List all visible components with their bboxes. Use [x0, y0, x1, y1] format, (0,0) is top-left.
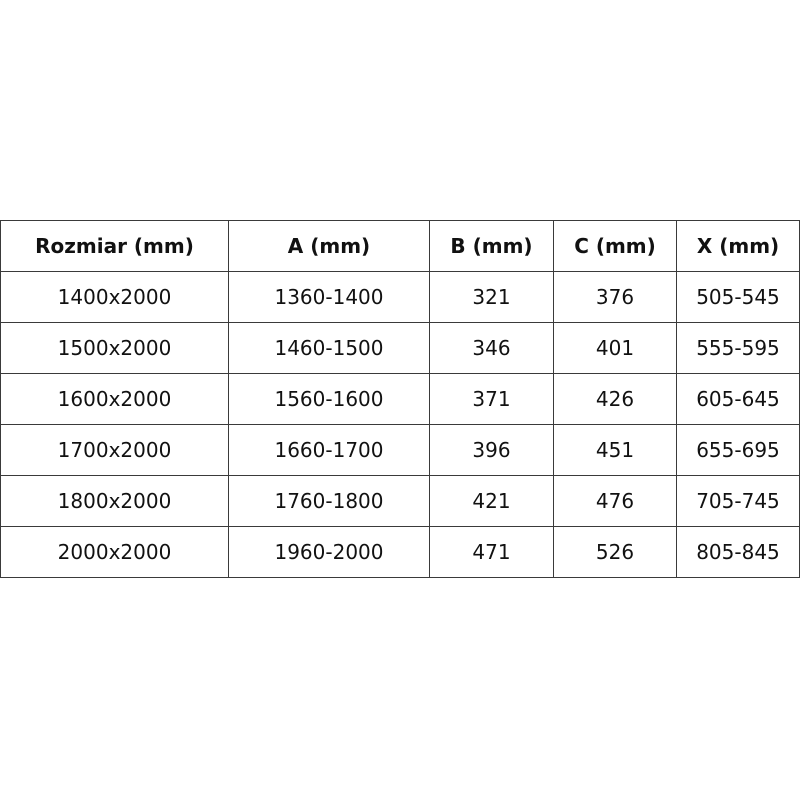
- header-b: B (mm): [429, 220, 554, 272]
- cell-c: 401: [553, 322, 677, 374]
- cell-size: 1400x2000: [0, 271, 229, 323]
- cell-c: 476: [553, 475, 677, 527]
- cell-a: 1760-1800: [228, 475, 430, 527]
- cell-a: 1560-1600: [228, 373, 430, 425]
- table-row: 1500x2000 1460-1500 346 401 555-595: [0, 322, 800, 374]
- cell-size: 2000x2000: [0, 526, 229, 578]
- cell-size: 1500x2000: [0, 322, 229, 374]
- cell-b: 321: [429, 271, 554, 323]
- cell-c: 451: [553, 424, 677, 476]
- table-row: 1800x2000 1760-1800 421 476 705-745: [0, 475, 800, 527]
- cell-c: 376: [553, 271, 677, 323]
- cell-x: 505-545: [676, 271, 800, 323]
- cell-b: 346: [429, 322, 554, 374]
- cell-x: 655-695: [676, 424, 800, 476]
- table-row: 1700x2000 1660-1700 396 451 655-695: [0, 424, 800, 476]
- cell-b: 471: [429, 526, 554, 578]
- cell-b: 396: [429, 424, 554, 476]
- cell-a: 1960-2000: [228, 526, 430, 578]
- header-a: A (mm): [228, 220, 430, 272]
- cell-a: 1360-1400: [228, 271, 430, 323]
- cell-size: 1700x2000: [0, 424, 229, 476]
- cell-a: 1460-1500: [228, 322, 430, 374]
- header-c: C (mm): [553, 220, 677, 272]
- cell-x: 705-745: [676, 475, 800, 527]
- dimensions-table: Rozmiar (mm) A (mm) B (mm) C (mm) X (mm)…: [0, 220, 800, 578]
- cell-a: 1660-1700: [228, 424, 430, 476]
- table-header-row: Rozmiar (mm) A (mm) B (mm) C (mm) X (mm): [0, 220, 800, 272]
- cell-c: 526: [553, 526, 677, 578]
- cell-b: 421: [429, 475, 554, 527]
- cell-x: 555-595: [676, 322, 800, 374]
- cell-c: 426: [553, 373, 677, 425]
- table-row: 1400x2000 1360-1400 321 376 505-545: [0, 271, 800, 323]
- cell-size: 1600x2000: [0, 373, 229, 425]
- header-size: Rozmiar (mm): [0, 220, 229, 272]
- cell-x: 605-645: [676, 373, 800, 425]
- header-x: X (mm): [676, 220, 800, 272]
- table-row: 1600x2000 1560-1600 371 426 605-645: [0, 373, 800, 425]
- cell-b: 371: [429, 373, 554, 425]
- cell-size: 1800x2000: [0, 475, 229, 527]
- table-row: 2000x2000 1960-2000 471 526 805-845: [0, 526, 800, 578]
- cell-x: 805-845: [676, 526, 800, 578]
